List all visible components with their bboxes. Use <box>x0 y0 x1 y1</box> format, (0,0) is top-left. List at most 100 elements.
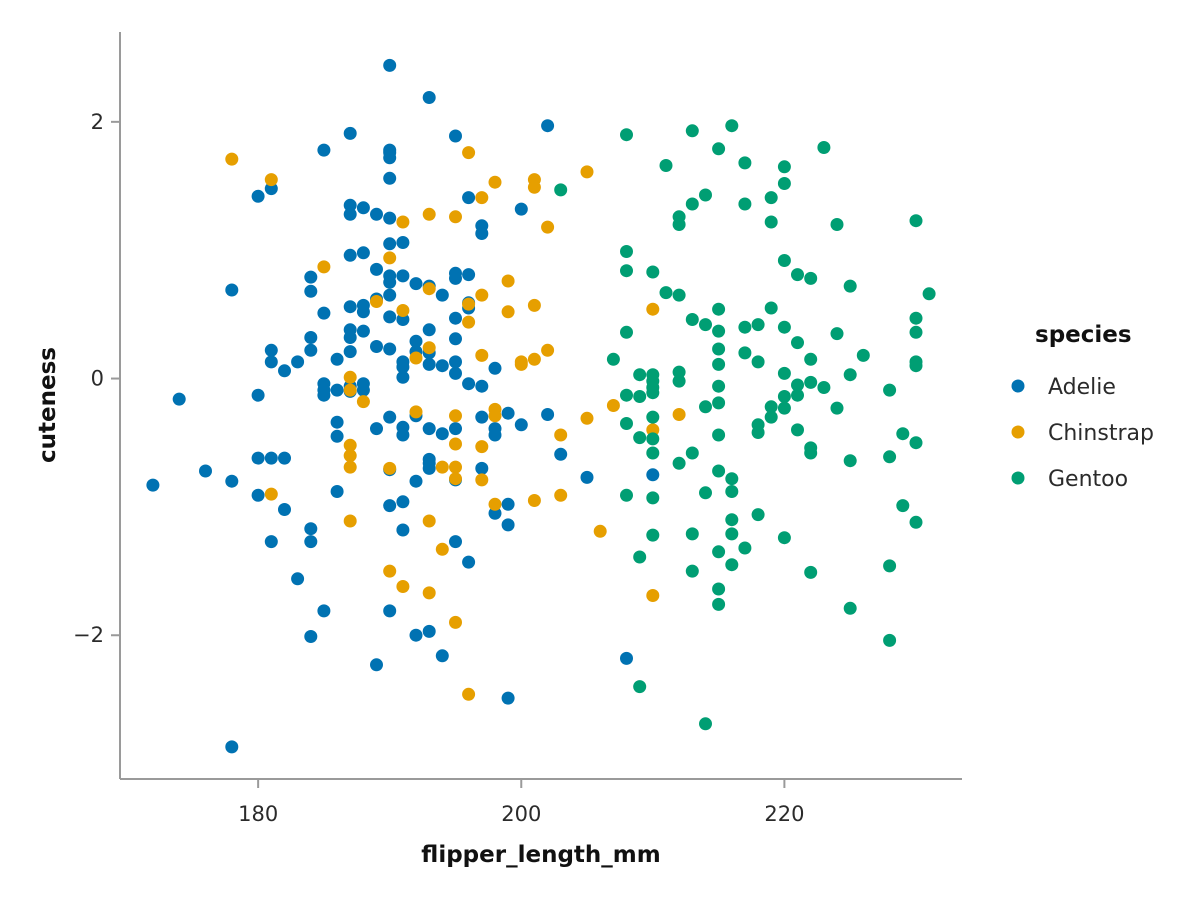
point-adelie <box>264 343 278 357</box>
point-chinstrap <box>462 315 476 329</box>
point-adelie <box>620 651 633 665</box>
point-gentoo <box>685 527 699 541</box>
point-adelie <box>488 361 502 375</box>
x-axis-title: flipper_length_mm <box>421 842 660 868</box>
point-adelie <box>304 535 318 549</box>
point-adelie <box>422 422 436 436</box>
point-chinstrap <box>396 215 410 229</box>
point-gentoo <box>646 528 660 542</box>
point-gentoo <box>909 359 923 373</box>
point-gentoo <box>620 245 633 258</box>
point-chinstrap <box>646 589 660 602</box>
point-gentoo <box>883 383 897 397</box>
point-gentoo <box>883 450 897 464</box>
point-adelie <box>396 313 410 326</box>
x-tick-label: 180 <box>238 802 278 826</box>
point-gentoo <box>633 368 647 382</box>
point-adelie <box>449 422 462 436</box>
point-gentoo <box>738 197 752 211</box>
point-gentoo <box>843 601 857 615</box>
point-chinstrap <box>409 405 423 419</box>
point-gentoo <box>738 541 752 555</box>
point-adelie <box>172 392 186 406</box>
series-adelie <box>146 58 660 754</box>
point-gentoo <box>909 214 923 228</box>
point-adelie <box>409 334 423 348</box>
point-adelie <box>278 364 291 378</box>
point-adelie <box>383 237 397 251</box>
point-adelie <box>449 355 462 369</box>
point-gentoo <box>646 491 660 505</box>
point-adelie <box>396 428 410 442</box>
point-adelie <box>383 58 397 72</box>
point-gentoo <box>777 160 791 174</box>
point-adelie <box>304 343 318 357</box>
point-gentoo <box>909 515 923 529</box>
point-chinstrap <box>554 488 568 502</box>
legend-marker-adelie <box>1011 379 1025 393</box>
point-gentoo <box>672 218 686 231</box>
point-gentoo <box>804 271 818 285</box>
point-chinstrap <box>606 399 620 412</box>
point-adelie <box>409 474 423 488</box>
point-adelie <box>356 305 370 319</box>
point-chinstrap <box>488 497 502 511</box>
point-adelie <box>383 211 397 225</box>
point-gentoo <box>646 446 660 460</box>
y-tick-label: −2 <box>73 623 104 647</box>
point-gentoo <box>646 386 660 400</box>
point-gentoo <box>620 128 633 142</box>
axes <box>119 32 962 780</box>
point-adelie <box>330 352 344 366</box>
point-gentoo <box>712 302 726 316</box>
point-gentoo <box>830 401 844 415</box>
point-chinstrap <box>370 295 383 308</box>
point-adelie <box>291 572 305 586</box>
point-adelie <box>264 355 278 369</box>
point-gentoo <box>830 327 844 341</box>
point-adelie <box>383 604 397 618</box>
point-chinstrap <box>383 564 397 578</box>
point-adelie <box>435 359 449 373</box>
point-adelie <box>330 485 344 498</box>
point-adelie <box>449 311 462 325</box>
point-adelie <box>383 342 397 356</box>
point-chinstrap <box>422 514 436 528</box>
point-adelie <box>251 488 265 502</box>
point-gentoo <box>712 379 726 393</box>
point-adelie <box>514 418 528 432</box>
point-adelie <box>383 288 397 302</box>
point-chinstrap <box>383 251 397 265</box>
point-adelie <box>541 408 555 421</box>
point-adelie <box>383 171 397 185</box>
point-gentoo <box>712 464 726 478</box>
point-adelie <box>330 415 344 429</box>
point-gentoo <box>751 318 765 332</box>
point-adelie <box>435 288 449 302</box>
point-gentoo <box>725 119 739 133</box>
legend-marker-gentoo <box>1011 471 1025 485</box>
point-adelie <box>343 345 357 359</box>
point-adelie <box>370 340 383 353</box>
point-adelie <box>199 464 212 478</box>
point-chinstrap <box>343 460 357 474</box>
point-gentoo <box>738 346 752 360</box>
point-gentoo <box>777 390 791 403</box>
y-axis-title: cuteness <box>35 347 61 463</box>
point-chinstrap <box>541 220 555 234</box>
point-gentoo <box>672 456 686 470</box>
legend-label-chinstrap: Chinstrap <box>1048 421 1154 446</box>
point-gentoo <box>843 368 857 382</box>
point-adelie <box>383 410 397 424</box>
point-gentoo <box>804 352 818 366</box>
point-adelie <box>449 535 462 549</box>
point-adelie <box>514 202 528 216</box>
point-gentoo <box>699 400 712 414</box>
point-chinstrap <box>475 473 489 487</box>
point-chinstrap <box>264 173 278 187</box>
point-gentoo <box>699 717 712 731</box>
point-adelie <box>278 451 291 465</box>
point-gentoo <box>672 365 686 379</box>
point-adelie <box>396 495 410 509</box>
point-gentoo <box>725 485 739 498</box>
